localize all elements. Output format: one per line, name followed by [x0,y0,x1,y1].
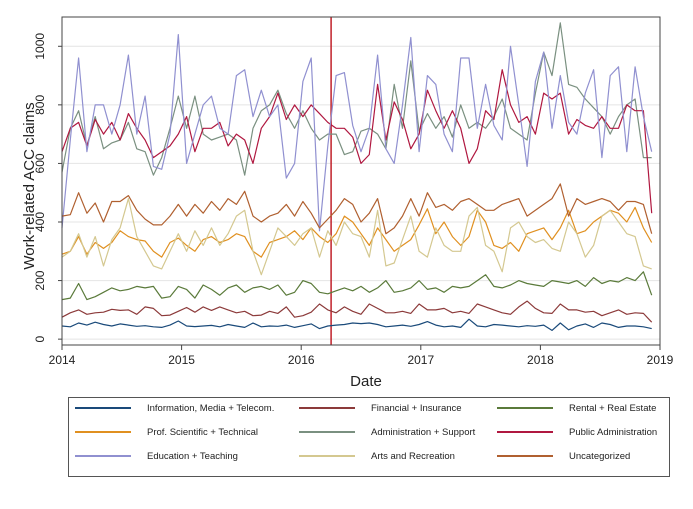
series-line-rental-real-estate [61,271,653,301]
legend-item-public-administration: Public Administration [497,425,657,439]
y-tick-label: 0 [33,335,47,342]
series-line-administration-support [61,22,652,176]
series-line-financial-insurance [61,300,653,323]
x-tick-label: 2018 [527,353,554,367]
x-axis: 2014 2015 2016 2017 2018 2019 [49,345,674,367]
legend-item-arts-and-recreation: Arts and Recreation [299,449,455,463]
series-line-arts-and-recreation [61,198,652,276]
legend-swatch [299,407,355,409]
y-axis: 0 200 400 600 800 1000 [33,33,62,342]
x-axis-label: Date [350,373,382,390]
y-tick-label: 600 [33,153,47,173]
legend-swatch [497,431,553,433]
legend-item-rental-real-estate: Rental + Real Estate [497,401,656,415]
legend-label: Public Administration [569,426,658,438]
x-tick-label: 2014 [49,353,76,367]
legend-item-education-teaching: Education + Teaching [75,449,238,463]
legend-label: Prof. Scientific + Technical [147,426,258,438]
legend-item-information-media-telecom: Information, Media + Telecom. [75,401,274,415]
series-line-information-media-telecom [61,318,652,331]
legend-swatch [75,407,131,409]
legend-item-uncategorized: Uncategorized [497,449,630,463]
legend-item-prof-scientific-technical: Prof. Scientific + Technical [75,425,258,439]
plot-frame [61,16,661,346]
legend-label: Information, Media + Telecom. [147,402,275,414]
legend-label: Education + Teaching [147,450,238,462]
series-line-public-administration [61,69,653,214]
legend-item-administration-support: Administration + Support [299,425,475,439]
x-tick-label: 2019 [647,353,674,367]
legend-label: Uncategorized [569,450,631,462]
series-line-prof-scientific-technical [61,206,653,258]
y-tick-label: 200 [33,270,47,290]
legend-swatch [75,455,131,457]
series-layer [61,22,653,331]
legend-swatch [299,431,355,433]
legend-swatch [299,455,355,457]
x-tick-label: 2015 [168,353,195,367]
y-axis-label: Work-related ACC claims [21,102,38,269]
y-tick-label: 800 [33,95,47,115]
grid-layer [62,45,660,340]
legend-item-financial-insurance: Financial + Insurance [299,401,462,415]
legend-swatch [75,431,131,433]
x-tick-label: 2017 [407,353,434,367]
series-line-education-teaching [61,33,653,232]
legend-label: Rental + Real Estate [569,402,657,414]
legend-label: Arts and Recreation [371,450,455,462]
y-tick-label: 400 [33,212,47,232]
x-tick-label: 2016 [288,353,315,367]
legend-label: Administration + Support [371,426,476,438]
legend: Information, Media + Telecom. Financial +… [68,397,670,477]
y-tick-label: 1000 [33,33,47,60]
legend-swatch [497,407,553,409]
legend-label: Financial + Insurance [371,402,462,414]
legend-swatch [497,455,553,457]
series-line-uncategorized [61,183,653,235]
